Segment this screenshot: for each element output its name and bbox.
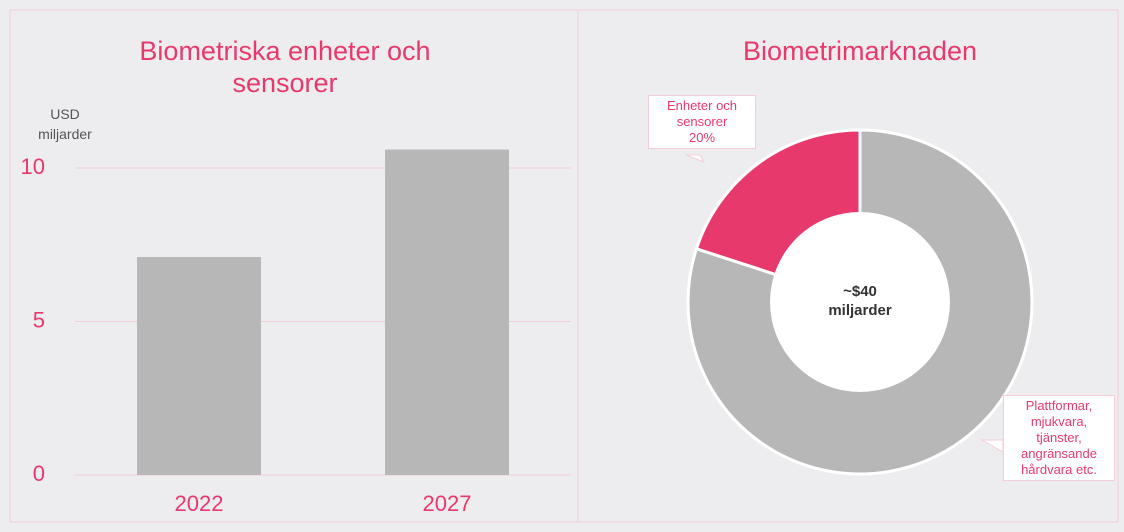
y-tick-label: 10 bbox=[21, 154, 45, 179]
x-tick-label: 2027 bbox=[423, 491, 472, 516]
y-tick-label: 5 bbox=[33, 307, 45, 332]
callout-box: Enheter och sensorer 20% bbox=[648, 95, 756, 149]
legend-label: Plattformar, mjukvara, tjänster, angräns… bbox=[1021, 398, 1097, 477]
bar bbox=[385, 149, 509, 475]
right-panel bbox=[577, 9, 1119, 523]
chart-title: Biometriska enheter och sensorer bbox=[139, 36, 431, 98]
legend-label: Enheter och sensorer bbox=[666, 98, 738, 129]
y-axis-label: USD miljarder bbox=[38, 106, 92, 142]
center-label: ~$40 miljarder bbox=[828, 283, 892, 319]
bar bbox=[137, 257, 261, 475]
callout-tail bbox=[980, 439, 1004, 453]
donut-hole bbox=[770, 212, 950, 392]
chart-title: Biometrimarknaden bbox=[742, 36, 978, 66]
callout-tail bbox=[685, 154, 706, 163]
x-tick-label: 2022 bbox=[175, 491, 224, 516]
callout-box: Plattformar, mjukvara, tjänster, angräns… bbox=[1003, 395, 1115, 481]
y-tick-label: 0 bbox=[33, 461, 45, 486]
data-label: 20% bbox=[688, 130, 716, 145]
